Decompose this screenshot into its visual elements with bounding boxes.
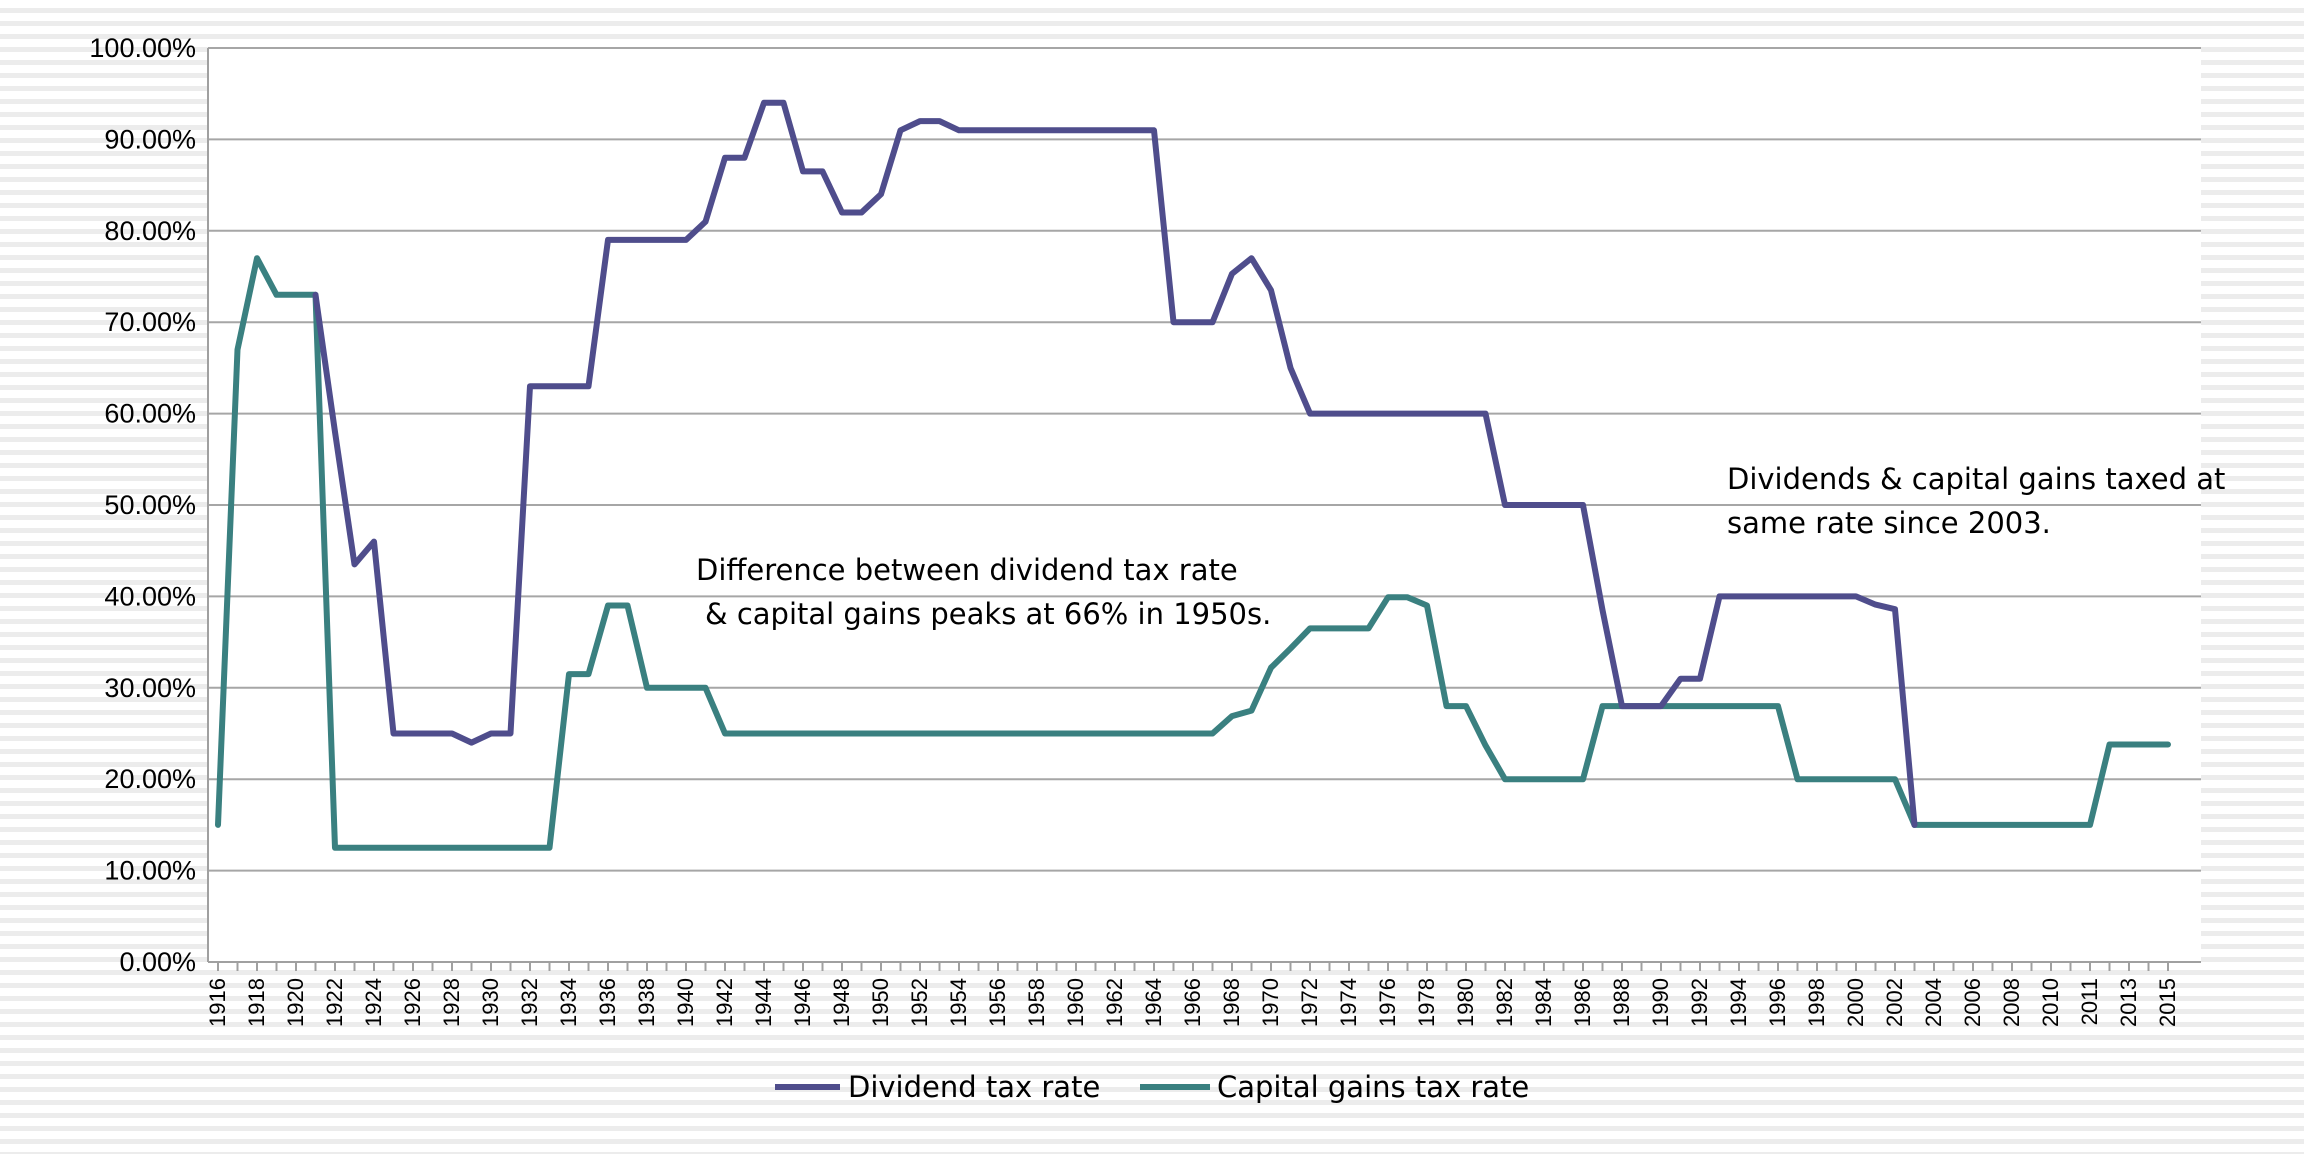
y-tick-label: 10.00% [104,856,196,886]
x-tick-label: 1960 [1063,978,1088,1027]
series-line-capital-gains [215,255,2171,851]
x-tick-label: 1948 [829,978,854,1027]
x-tick-label: 1956 [985,978,1010,1027]
x-tick-label: 2010 [2038,978,2063,1027]
x-tick-label: 2015 [2155,978,2180,1027]
x-tick-label: 1930 [478,978,503,1027]
y-tick-label: 70.00% [104,307,196,337]
x-tick-label: 1976 [1375,978,1400,1027]
x-tick-label: 1964 [1141,978,1166,1027]
x-tick-label: 2004 [1921,978,1946,1027]
y-tick-label: 0.00% [119,947,196,977]
x-tick-label: 1996 [1765,978,1790,1027]
x-tick-label: 1954 [946,978,971,1027]
x-tick-label: 1942 [712,978,737,1027]
x-tick-label: 1982 [1492,978,1517,1027]
x-tick-label: 1926 [400,978,425,1027]
x-tick-label: 1952 [907,978,932,1027]
annotation-1-line-2: & capital gains peaks at 66% in 1950s. [705,597,1271,631]
x-tick-label: 1968 [1219,978,1244,1027]
y-tick-label: 90.00% [104,124,196,154]
gridlines [208,47,2201,872]
x-tick-label: 1916 [205,978,230,1027]
x-tick-label: 2013 [2116,978,2141,1027]
x-tick-label: 1918 [244,978,269,1027]
x-tick-label: 1924 [361,978,386,1027]
x-tick-label: 1986 [1570,978,1595,1027]
y-tick-label: 20.00% [104,764,196,794]
x-tick-label: 1958 [1024,978,1049,1027]
x-tick-label: 1978 [1414,978,1439,1027]
series-lines [215,99,2171,851]
x-tick-label: 1950 [868,978,893,1027]
x-tick-label: 2006 [1960,978,1985,1027]
x-tick-label: 1974 [1336,978,1361,1027]
annotation-2: Dividends & capital gains taxed at same … [1727,462,2235,540]
x-tick-label: 2011 [2077,978,2102,1025]
series-line-dividend [312,99,1918,828]
x-tick-label: 1936 [595,978,620,1027]
annotation-1-line-1: Difference between dividend tax rate [696,553,1238,587]
x-tick-label: 1920 [283,978,308,1027]
x-tick-label: 2002 [1882,978,1907,1027]
annotation-2-line-1: Dividends & capital gains taxed at [1727,462,2225,496]
y-tick-label: 80.00% [104,216,196,246]
y-tick-label: 30.00% [104,673,196,703]
y-axis-ticks: 0.00% 10.00% 20.00% 30.00% 40.00% 50.00% 60.00… [89,33,196,977]
x-tick-label: 1988 [1609,978,1634,1027]
x-tick-label: 1972 [1297,978,1322,1027]
x-tick-label: 1938 [634,978,659,1027]
x-tick-label: 1940 [673,978,698,1027]
x-tick-label: 1984 [1531,978,1556,1027]
legend-label-capital-gains: Capital gains tax rate [1217,1070,1529,1104]
x-tick-label: 2008 [1999,978,2024,1027]
x-tick-label: 1980 [1453,978,1478,1027]
x-tick-label: 1928 [439,978,464,1027]
x-tick-label: 2000 [1843,978,1868,1027]
x-tick-label: 1994 [1726,978,1751,1027]
x-tick-label: 1932 [517,978,542,1027]
x-tick-label: 1946 [790,978,815,1027]
annotation-1: Difference between dividend tax rate & c… [696,553,1271,631]
x-tick-label: 1998 [1804,978,1829,1027]
x-tick-label: 1962 [1102,978,1127,1027]
legend: Dividend tax rate Capital gains tax rate [775,1070,1529,1104]
x-tick-label: 1966 [1180,978,1205,1027]
annotation-2-line-2: same rate since 2003. [1727,506,2051,540]
legend-label-dividend: Dividend tax rate [848,1070,1100,1104]
x-tick-label: 1990 [1648,978,1673,1027]
x-tick-label: 1934 [556,978,581,1027]
y-tick-label: 50.00% [104,490,196,520]
x-tick-label: 1922 [322,978,347,1027]
x-tick-label: 1944 [751,978,776,1027]
y-tick-label: 60.00% [104,399,196,429]
y-tick-label: 40.00% [104,581,196,611]
y-tick-label: 100.00% [89,33,196,63]
x-tick-label: 1992 [1687,978,1712,1027]
x-axis-ticks: 1916 1918 1920 1922 1924 1926 1928 1930 1932 1934… [205,962,2180,1027]
x-tick-label: 1970 [1258,978,1283,1027]
